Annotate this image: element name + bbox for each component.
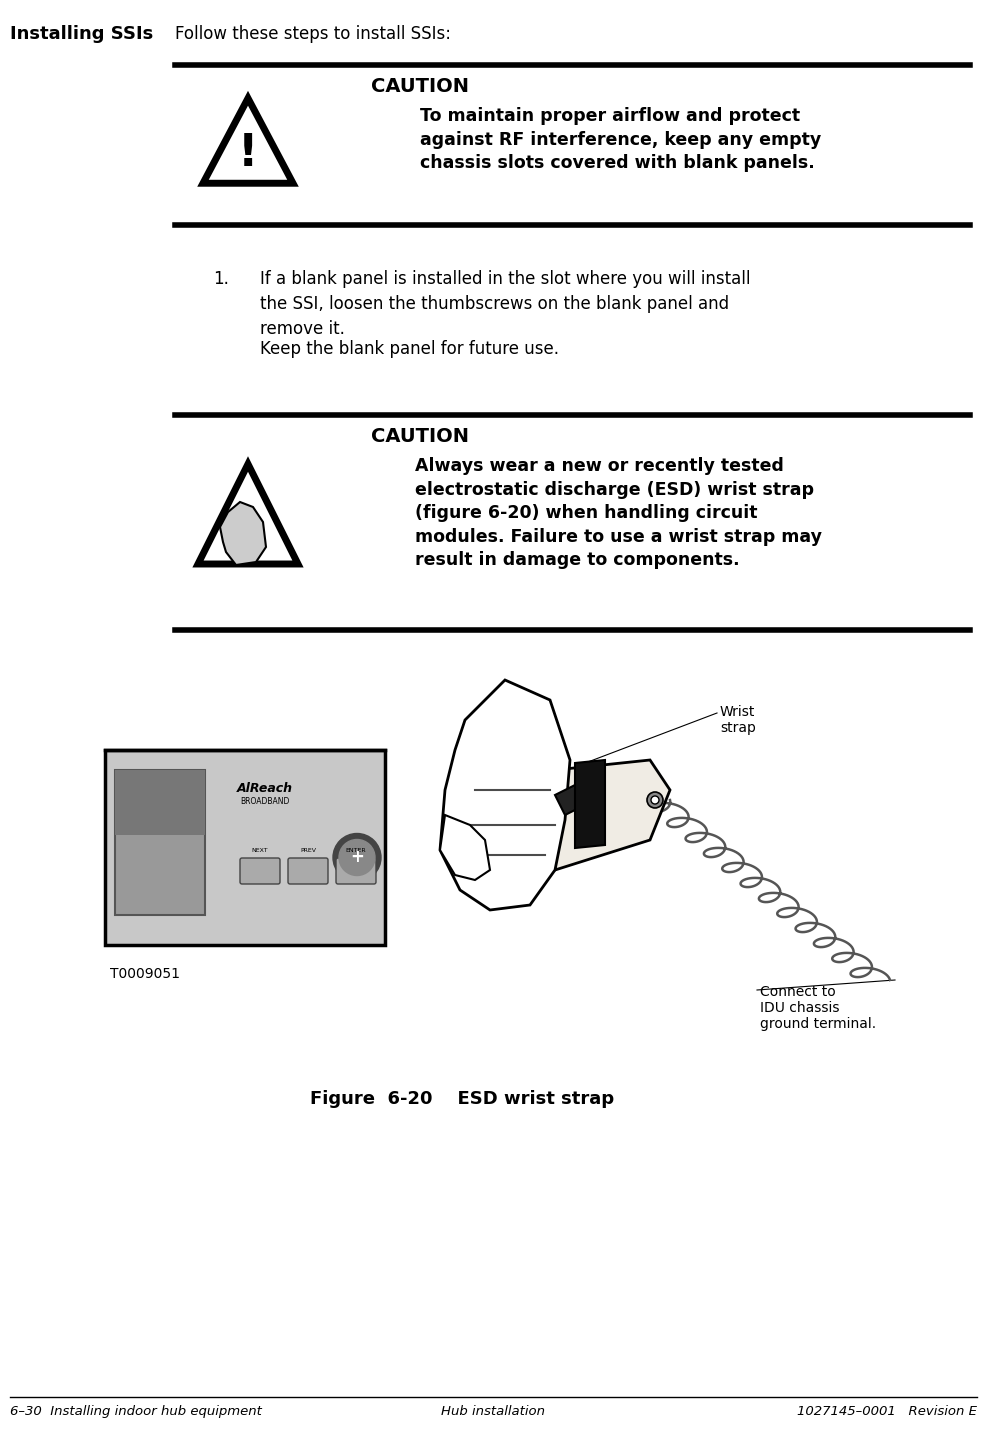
FancyBboxPatch shape [335, 858, 376, 884]
Text: Keep the blank panel for future use.: Keep the blank panel for future use. [259, 339, 558, 358]
Text: NEXT: NEXT [251, 848, 268, 852]
Text: BROADBAND: BROADBAND [240, 798, 290, 806]
Text: If a blank panel is installed in the slot where you will install
the SSI, loosen: If a blank panel is installed in the slo… [259, 271, 749, 338]
Text: Connect to
IDU chassis
ground terminal.: Connect to IDU chassis ground terminal. [759, 985, 876, 1031]
FancyBboxPatch shape [105, 750, 385, 945]
Circle shape [338, 839, 375, 875]
Text: T0009051: T0009051 [109, 967, 179, 981]
FancyBboxPatch shape [240, 858, 280, 884]
Circle shape [332, 833, 381, 882]
Circle shape [647, 792, 663, 808]
Text: !: ! [238, 132, 258, 175]
Text: Installing SSIs: Installing SSIs [10, 24, 153, 43]
FancyBboxPatch shape [115, 770, 205, 915]
FancyBboxPatch shape [115, 770, 205, 835]
Text: To maintain proper airflow and protect
against RF interference, keep any empty
c: To maintain proper airflow and protect a… [420, 107, 820, 172]
Text: 1.: 1. [213, 271, 229, 288]
Text: AlReach: AlReach [237, 782, 293, 795]
Polygon shape [440, 815, 489, 881]
Text: 6–30  Installing indoor hub equipment: 6–30 Installing indoor hub equipment [10, 1405, 261, 1418]
Polygon shape [440, 680, 570, 909]
Polygon shape [575, 760, 604, 848]
Text: Figure  6-20    ESD wrist strap: Figure 6-20 ESD wrist strap [310, 1090, 613, 1108]
Polygon shape [554, 760, 669, 871]
Polygon shape [220, 503, 266, 566]
Text: Follow these steps to install SSIs:: Follow these steps to install SSIs: [175, 24, 451, 43]
Text: PREV: PREV [300, 848, 316, 852]
Text: CAUTION: CAUTION [371, 427, 468, 445]
Text: Hub installation: Hub installation [441, 1405, 544, 1418]
Text: 1027145–0001   Revision E: 1027145–0001 Revision E [796, 1405, 976, 1418]
Circle shape [651, 796, 659, 803]
Text: CAUTION: CAUTION [371, 77, 468, 96]
Polygon shape [554, 780, 595, 815]
Text: +: + [350, 849, 364, 866]
FancyBboxPatch shape [288, 858, 327, 884]
Text: Wrist
strap: Wrist strap [719, 705, 755, 735]
Text: ENTER: ENTER [345, 848, 366, 852]
Text: Always wear a new or recently tested
electrostatic discharge (ESD) wrist strap
(: Always wear a new or recently tested ele… [414, 457, 821, 570]
